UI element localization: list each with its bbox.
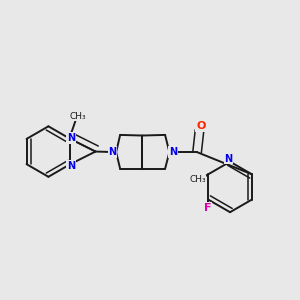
Text: O: O [196, 121, 206, 131]
Text: CH₃: CH₃ [69, 112, 86, 121]
Text: N: N [169, 147, 177, 157]
Text: F: F [204, 203, 211, 213]
Text: N: N [67, 161, 75, 171]
Text: N: N [224, 154, 232, 164]
Text: CH₃: CH₃ [189, 176, 206, 184]
Text: N: N [108, 147, 116, 157]
Text: N: N [67, 133, 75, 143]
